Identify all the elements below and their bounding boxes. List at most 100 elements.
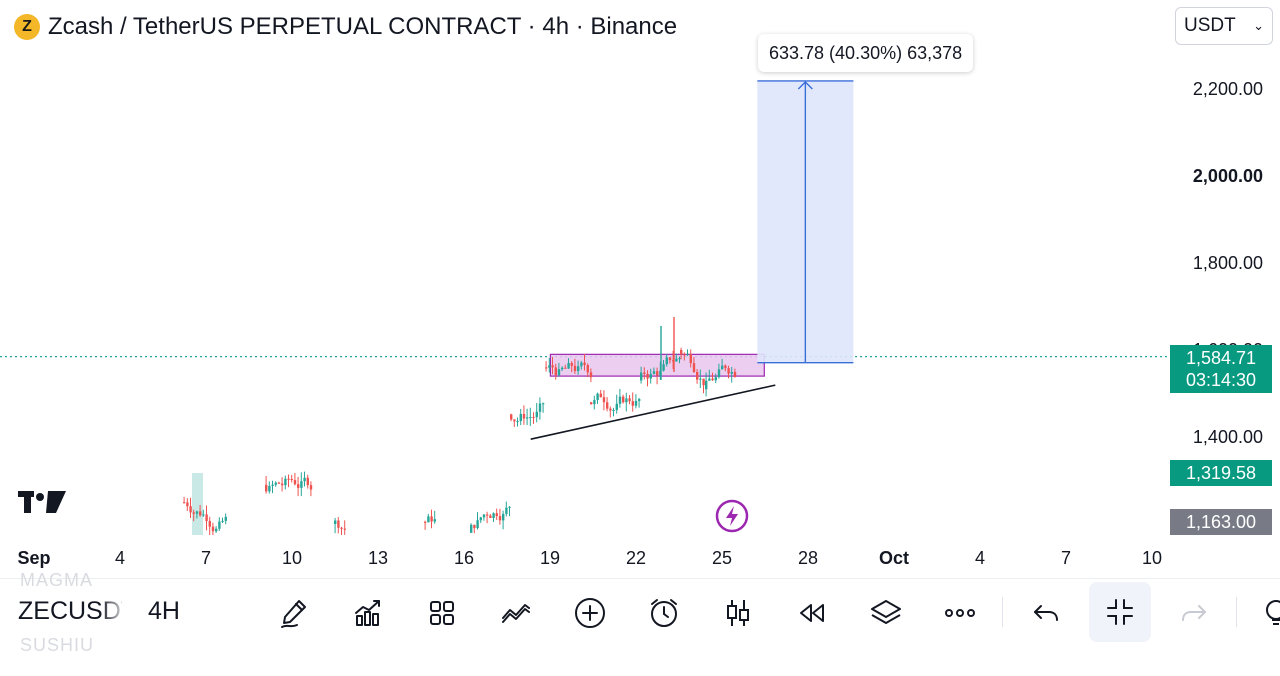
price-tick-label: 2,000.00 (1193, 166, 1263, 186)
ascending-trendline (530, 384, 776, 440)
currency-select[interactable]: USDT ⌄ (1175, 7, 1273, 45)
candle-body (192, 512, 195, 514)
candle-body (300, 481, 303, 488)
replay-icon[interactable] (792, 593, 832, 633)
interval-button[interactable]: 4H (148, 597, 180, 625)
price-tick-label: 1,800.00 (1193, 253, 1263, 273)
undo-icon[interactable] (1026, 593, 1066, 633)
time-tick-label: 22 (626, 548, 646, 568)
flash-icon[interactable] (715, 499, 749, 533)
candle-body (622, 396, 625, 403)
layout-grid-icon[interactable] (422, 593, 462, 633)
time-tick-label: 7 (1061, 548, 1071, 568)
candle-body (287, 478, 290, 480)
candle-body (668, 357, 672, 361)
candle-body (498, 516, 502, 521)
candle-body (218, 521, 221, 529)
drawing-pen-icon[interactable] (274, 593, 314, 633)
candle-body (470, 524, 473, 533)
candles-icon[interactable] (718, 593, 758, 633)
more-dots-icon[interactable] (940, 593, 980, 633)
candle-body (680, 350, 683, 355)
candle-body (702, 378, 705, 386)
candle-body (505, 507, 508, 514)
candle-body (686, 354, 689, 356)
candle-body (334, 520, 337, 524)
candle-body (612, 410, 615, 412)
indicators-icon[interactable] (348, 593, 388, 633)
candle-body (577, 366, 580, 372)
candle-body (208, 521, 211, 527)
candle-body (599, 393, 602, 398)
candle-body (638, 399, 641, 401)
time-tick-label: 4 (975, 548, 985, 568)
redo-icon[interactable] (1174, 593, 1214, 633)
candle-body (284, 478, 287, 486)
candle-body (554, 367, 557, 376)
candle-body (711, 378, 714, 381)
candle-body (281, 483, 284, 486)
candle-body (183, 502, 186, 504)
alarm-clock-icon[interactable] (644, 593, 684, 633)
candle-body (583, 362, 586, 366)
bar-countdown: 03:14:30 (1185, 370, 1257, 390)
candle-body (662, 364, 665, 371)
candle-body (293, 480, 297, 485)
candle-body (596, 393, 599, 401)
symbol-title[interactable]: Zcash / TetherUS PERPETUAL CONTRACT · 4h… (48, 13, 678, 40)
candle-body (492, 513, 495, 519)
candle-body (714, 377, 717, 381)
compare-icon[interactable] (496, 593, 536, 633)
candle-body (482, 514, 486, 518)
candle-body (727, 368, 730, 374)
candle-body (590, 402, 593, 405)
time-tick-label: Sep (17, 548, 50, 568)
candle-body (205, 514, 208, 522)
candle-body (551, 365, 554, 368)
candle-body (640, 372, 643, 381)
ghost-symbol-below: SUSHIU (20, 635, 95, 655)
last-price-badge: 1,584.71 03:14:30 (1170, 345, 1272, 393)
lightbulb-icon[interactable] (1256, 593, 1280, 633)
candle-body (615, 403, 618, 411)
candle-body (297, 484, 300, 488)
time-tick-label: 10 (1142, 548, 1162, 568)
candle-body (433, 519, 436, 522)
candle-body (570, 363, 573, 366)
candle-body (303, 477, 306, 482)
candle-body (516, 421, 519, 423)
price-badge-green: 1,319.58 (1170, 460, 1272, 486)
candle-body (195, 511, 199, 514)
candle-body (705, 380, 708, 390)
candle-body (542, 403, 545, 405)
fullscreen-exit-icon[interactable] (1089, 582, 1151, 642)
candle-body (573, 365, 577, 372)
layers-icon[interactable] (866, 593, 906, 633)
candle-body (479, 517, 482, 521)
candle-body (265, 484, 268, 492)
candle-body (589, 372, 593, 378)
candle-body (473, 524, 476, 529)
candle-body (199, 511, 202, 516)
candle-body (656, 371, 659, 376)
candle-body (529, 416, 532, 418)
candle-body (271, 484, 274, 486)
candle-body (186, 502, 189, 507)
price-chart[interactable]: 2,200.002,000.001,800.001,600.001,400.00… (0, 0, 1280, 580)
add-plus-icon[interactable] (570, 593, 610, 633)
candle-body (618, 396, 622, 404)
candle-body (224, 516, 227, 521)
candle-body (215, 528, 218, 532)
price-tick-label: 2,200.00 (1193, 79, 1263, 99)
candle-body (696, 371, 699, 380)
candle-body (609, 408, 612, 411)
time-tick-label: 10 (282, 548, 302, 568)
candle-body (602, 397, 606, 403)
time-tick-label: Oct (879, 548, 909, 568)
candle-body (586, 365, 589, 373)
candle-body (672, 360, 675, 362)
candle-body (538, 403, 542, 412)
candle-body (306, 477, 309, 486)
candle-body (665, 357, 668, 365)
candle-body (532, 416, 535, 418)
